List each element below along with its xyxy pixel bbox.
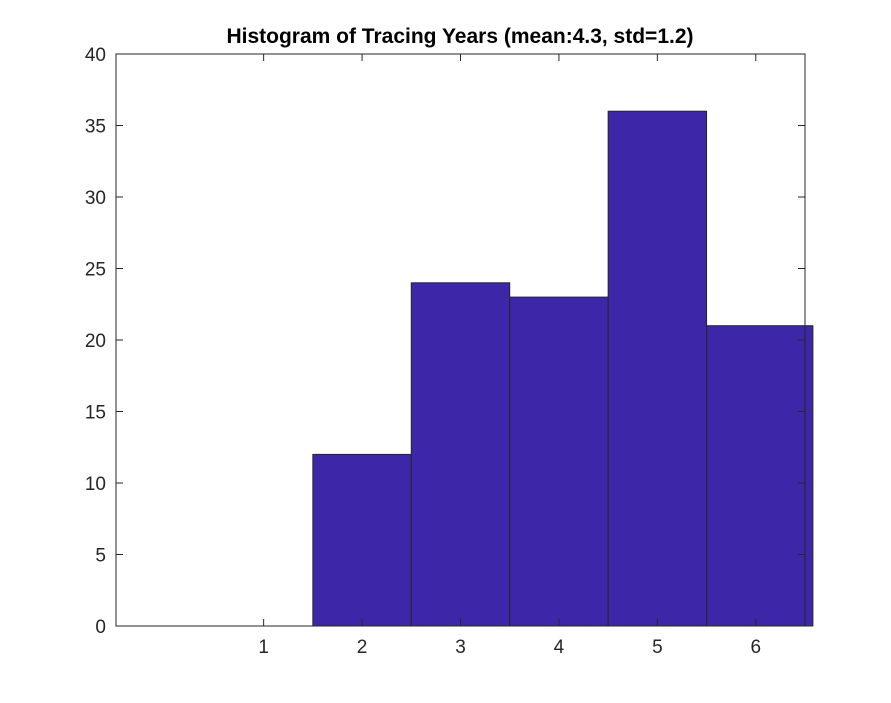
x-tick-label: 5 [652, 637, 663, 658]
histogram-bar-5 [607, 110, 708, 627]
x-tick-label: 6 [750, 637, 761, 658]
y-tick-label: 20 [85, 331, 106, 352]
y-tick-label: 0 [95, 617, 106, 638]
x-tick-label: 2 [357, 637, 368, 658]
x-tick-label: 1 [258, 637, 269, 658]
ticks-layer: 0 5 10 15 20 25 30 35 40 1 2 3 4 5 6 [85, 45, 805, 658]
histogram-bar-3 [410, 282, 511, 627]
histogram-bar-6 [706, 325, 814, 627]
histogram-bar-4 [509, 296, 609, 627]
y-tick-label: 10 [85, 474, 106, 495]
chart-title: Histogram of Tracing Years (mean:4.3, st… [226, 25, 693, 48]
x-tick-label: 4 [554, 637, 565, 658]
y-tick-label: 30 [85, 188, 106, 209]
y-tick-label: 25 [85, 260, 106, 281]
histogram-bar-2 [312, 453, 412, 627]
y-tick-label: 40 [85, 45, 106, 66]
x-tick-label: 3 [455, 637, 466, 658]
bars-layer [312, 110, 814, 627]
y-tick-label: 15 [85, 403, 106, 424]
axes-box [115, 53, 806, 627]
y-tick-label: 5 [95, 546, 106, 567]
y-tick-label: 35 [85, 117, 106, 138]
